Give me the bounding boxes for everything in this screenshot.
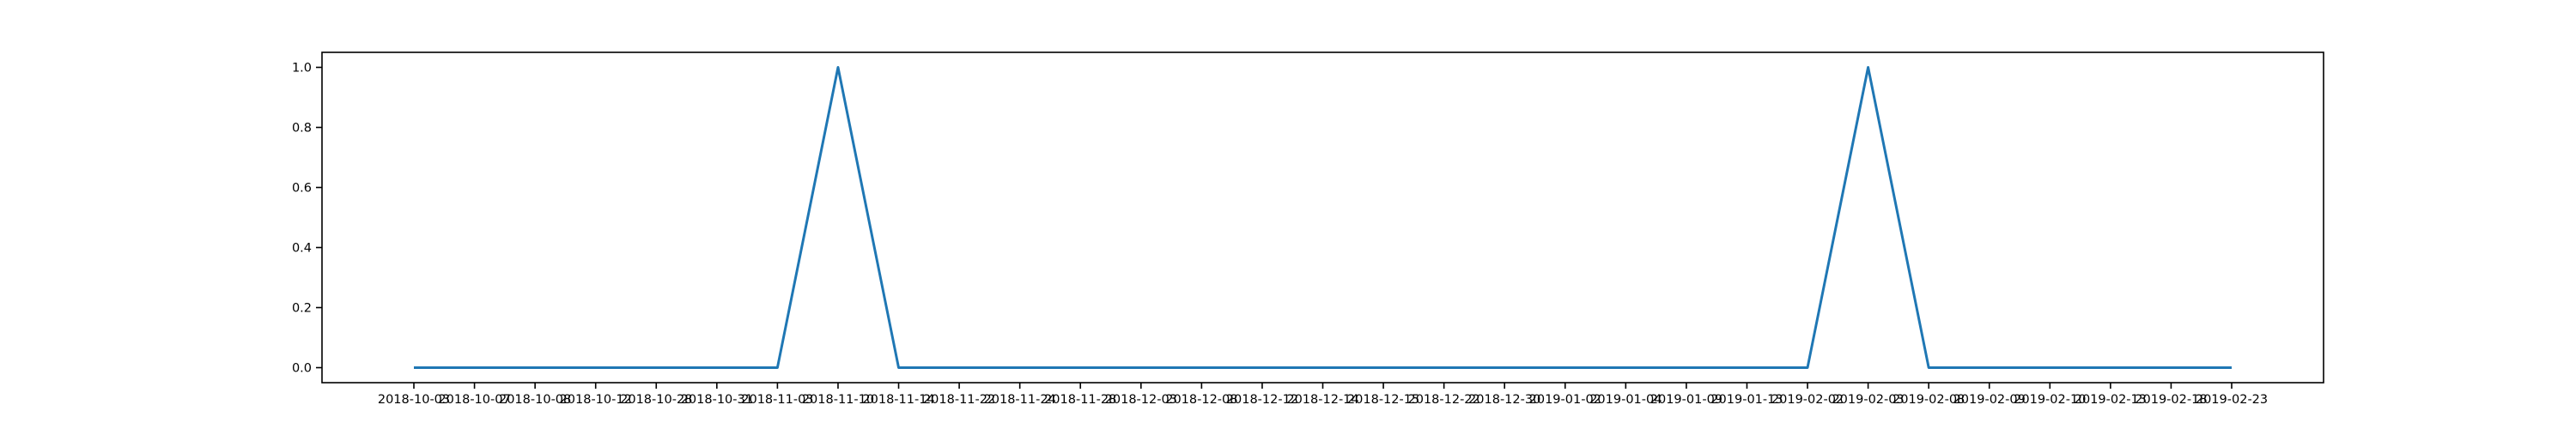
x-tick-label: 2019-02-08	[1893, 393, 1965, 407]
y-tick-label: 0.0	[292, 362, 312, 376]
x-axis: 2018-10-032018-10-072018-10-082018-10-12…	[378, 383, 2268, 407]
axes-frame	[321, 51, 2324, 384]
x-tick-label: 2018-11-24	[984, 393, 1056, 407]
x-tick-label: 2019-02-10	[2014, 393, 2086, 407]
x-tick-label: 2018-12-14	[1286, 393, 1358, 407]
x-tick-label: 2019-02-09	[1953, 393, 2026, 407]
y-axis: 0.0 0.2 0.4 0.6 0.8 1.0	[292, 62, 322, 376]
x-tick-label: 2018-10-07	[438, 393, 510, 407]
x-tick-label: 2018-12-08	[1165, 393, 1237, 407]
y-tick-label: 0.2	[292, 302, 312, 316]
x-tick-label: 2019-01-04	[1589, 393, 1662, 407]
x-tick-label: 2019-02-18	[2135, 393, 2207, 407]
x-tick-label: 2018-10-08	[499, 393, 571, 407]
x-tick-label: 2018-12-22	[1407, 393, 1479, 407]
x-tick-label: 2018-11-10	[802, 393, 874, 407]
x-tick-label: 2018-11-22	[923, 393, 995, 407]
x-tick-label: 2018-11-14	[862, 393, 934, 407]
x-tick-label: 2018-12-30	[1468, 393, 1540, 407]
x-tick-label: 2018-10-03	[378, 393, 450, 407]
x-tick-label: 2018-10-28	[620, 393, 692, 407]
y-tick-label: 1.0	[292, 62, 312, 76]
x-tick-label: 2018-10-12	[560, 393, 632, 407]
x-tick-label: 2018-10-31	[681, 393, 753, 407]
x-tick-label: 2019-02-13	[2075, 393, 2147, 407]
x-tick-label: 2019-01-13	[1710, 393, 1783, 407]
y-tick-label: 0.6	[292, 182, 312, 196]
y-tick-label: 0.4	[292, 242, 312, 256]
x-tick-label: 2018-12-12	[1226, 393, 1298, 407]
x-tick-label: 2019-01-02	[1529, 393, 1601, 407]
x-tick-label: 2019-02-02	[1771, 393, 1844, 407]
x-tick-label: 2018-11-28	[1044, 393, 1116, 407]
plot-area	[414, 66, 2232, 369]
series-line-0	[414, 66, 2232, 369]
y-tick-label: 0.8	[292, 122, 312, 136]
x-tick-label: 2018-11-03	[741, 393, 813, 407]
x-tick-label: 2018-12-15	[1347, 393, 1419, 407]
x-tick-label: 2019-02-03	[1832, 393, 1904, 407]
x-tick-label: 2019-02-23	[2196, 393, 2268, 407]
x-tick-label: 2018-12-03	[1105, 393, 1177, 407]
x-tick-label: 2019-01-09	[1650, 393, 1722, 407]
